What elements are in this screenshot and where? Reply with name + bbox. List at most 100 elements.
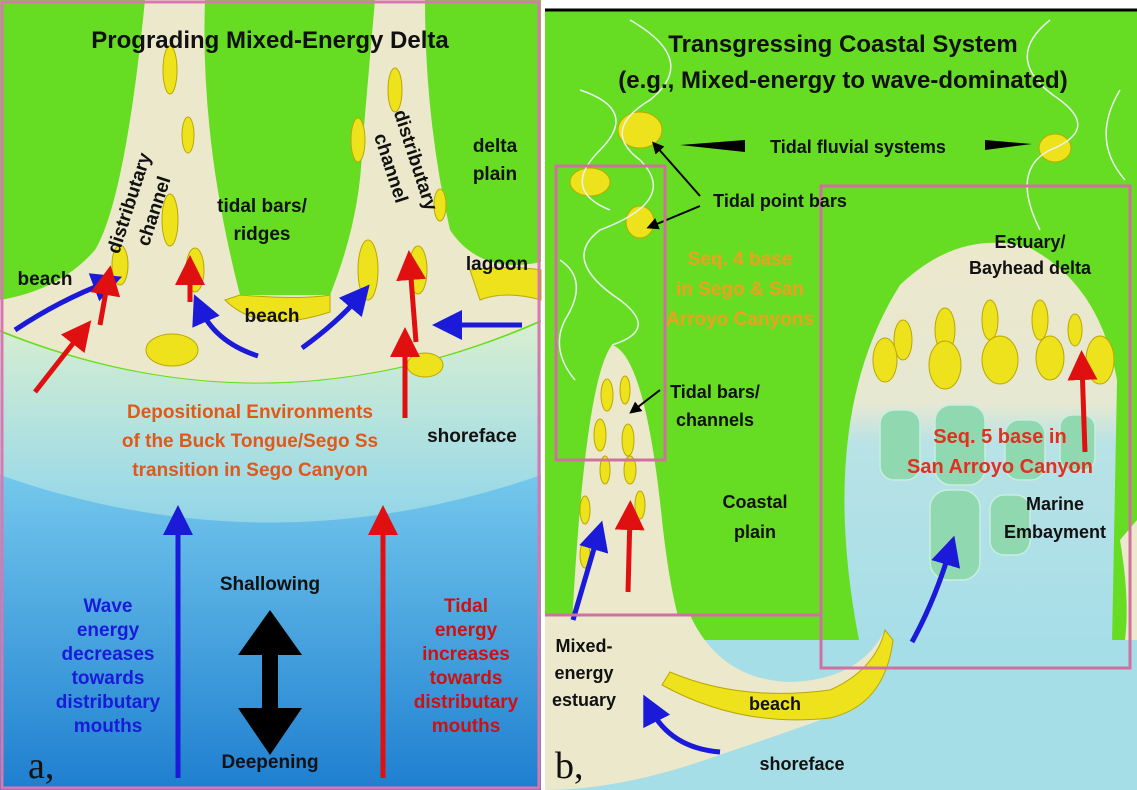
tidal-bar xyxy=(1031,299,1049,341)
label: beach xyxy=(245,306,300,327)
label-line: Tidal bars/ xyxy=(670,382,760,402)
label-line: ridges xyxy=(233,224,290,245)
label-line: tidal bars/ xyxy=(217,196,307,217)
wave-arrows xyxy=(13,273,522,778)
label-line: Mixed- xyxy=(555,636,612,656)
label: Tidal fluvial systems xyxy=(770,137,946,157)
label-line: increases xyxy=(422,644,510,665)
label-line: delta xyxy=(473,136,518,157)
tidal-streams xyxy=(558,259,578,381)
submerged-bars xyxy=(989,494,1031,556)
wave-arrows xyxy=(300,284,370,351)
label: beach xyxy=(749,694,801,714)
label-line: Transgressing Coastal System xyxy=(668,31,1017,58)
tidal-bar xyxy=(893,319,913,361)
label-line: Bayhead delta xyxy=(969,258,1092,278)
label-line: Coastal xyxy=(722,492,787,512)
lagoon-bar xyxy=(469,267,542,301)
pointers xyxy=(652,141,701,197)
label-line: distributary xyxy=(414,692,519,713)
panel-frame xyxy=(0,0,541,790)
label-line: of the Buck Tongue/Sego Ss xyxy=(122,431,378,452)
label-line: Seq. 5 base in xyxy=(933,426,1066,448)
tidal-streams xyxy=(1026,19,1079,231)
tidal-bar xyxy=(623,455,637,485)
beach-strip xyxy=(661,628,894,721)
panel-b: Transgressing Coastal System (e.g., Mixed… xyxy=(545,8,1137,790)
tidal-arrows xyxy=(33,250,427,778)
tidal-bar xyxy=(634,490,646,520)
tidal-bar xyxy=(579,495,591,525)
depth-arrow xyxy=(238,610,302,755)
label-line: towards xyxy=(72,668,145,689)
pointer-wedge xyxy=(985,140,1032,150)
depth-arrow xyxy=(238,610,302,655)
panel-a: Prograding Mixed-Energy Delta tidal bars… xyxy=(0,0,542,790)
label-line: channels xyxy=(676,410,754,430)
panel-title: Prograding Mixed-Energy Delta xyxy=(91,27,449,54)
tidal-bar xyxy=(593,418,607,452)
tidal-arrows xyxy=(396,250,427,343)
tidal-arrows xyxy=(614,350,1098,593)
submerged-bars xyxy=(934,404,986,486)
label: Tidal energy increases towards distributary m… xyxy=(414,596,519,737)
tidal-arrows xyxy=(90,265,121,326)
label-line: towards xyxy=(430,668,503,689)
panel-title: Transgressing Coastal System (e.g., Mixed… xyxy=(618,31,1067,94)
label: delta plain xyxy=(473,136,518,185)
tidal-bar xyxy=(406,352,444,378)
tidal-bar xyxy=(928,340,962,390)
label-line: Seq. 4 base xyxy=(688,249,793,270)
label-line: in Sego & San xyxy=(676,279,804,300)
channels-and-shore xyxy=(0,0,541,383)
submerged-bars xyxy=(879,409,921,481)
label: Deepening xyxy=(221,752,318,773)
label: Mixed-energy estuary xyxy=(552,636,616,710)
wave-arrows xyxy=(909,535,961,644)
point-bars xyxy=(569,167,611,197)
label-line: plain xyxy=(473,164,517,185)
label-line: distributary xyxy=(56,692,161,713)
sequence-boxes xyxy=(819,184,1132,670)
pointers xyxy=(629,389,661,414)
tidal-bar xyxy=(619,375,631,405)
tidal-bar xyxy=(387,67,403,113)
tidal-streams xyxy=(558,19,1126,381)
label-line: energy xyxy=(554,663,613,683)
tidal-streams xyxy=(1105,89,1126,181)
tidal-bar xyxy=(621,423,635,457)
wave-arrows xyxy=(192,294,259,359)
tidal-bar xyxy=(162,45,178,95)
tidal-streams xyxy=(579,89,617,211)
tidal-bar xyxy=(433,188,447,222)
label: shoreface xyxy=(759,754,844,774)
label-line: energy xyxy=(435,620,498,641)
tidal-arrows xyxy=(33,320,92,394)
caption: Depositional Environments of the Buck Ton… xyxy=(122,402,378,481)
wave-arrows xyxy=(570,520,961,755)
point-bars xyxy=(617,111,663,149)
label: lagoon xyxy=(466,254,528,275)
label-line: plain xyxy=(734,522,776,542)
depth-arrow xyxy=(238,708,302,755)
label-line: Arroyo Canyons xyxy=(666,309,814,330)
tidal-bar xyxy=(599,455,611,485)
tidal-bar xyxy=(1035,335,1065,381)
label-line: estuary xyxy=(552,690,616,710)
submerged-bars xyxy=(929,489,981,581)
tidal-bar xyxy=(350,117,366,163)
label-line: Depositional Environments xyxy=(127,402,373,423)
sequence-boxes xyxy=(554,164,667,462)
submerged-bars xyxy=(1004,419,1046,481)
sequence-label: Seq. 5 base in San Arroyo Canyon xyxy=(907,426,1093,478)
wave-arrows xyxy=(643,694,721,755)
tidal-streams xyxy=(583,19,672,346)
label-line: Wave xyxy=(84,596,133,617)
panel-letter: a, xyxy=(28,745,54,787)
tidal-bar xyxy=(161,193,179,247)
label-line: Estuary/ xyxy=(994,232,1065,252)
tidal-bar xyxy=(981,299,999,341)
label: Tidal point bars xyxy=(713,191,847,211)
depth-arrow xyxy=(262,654,278,708)
